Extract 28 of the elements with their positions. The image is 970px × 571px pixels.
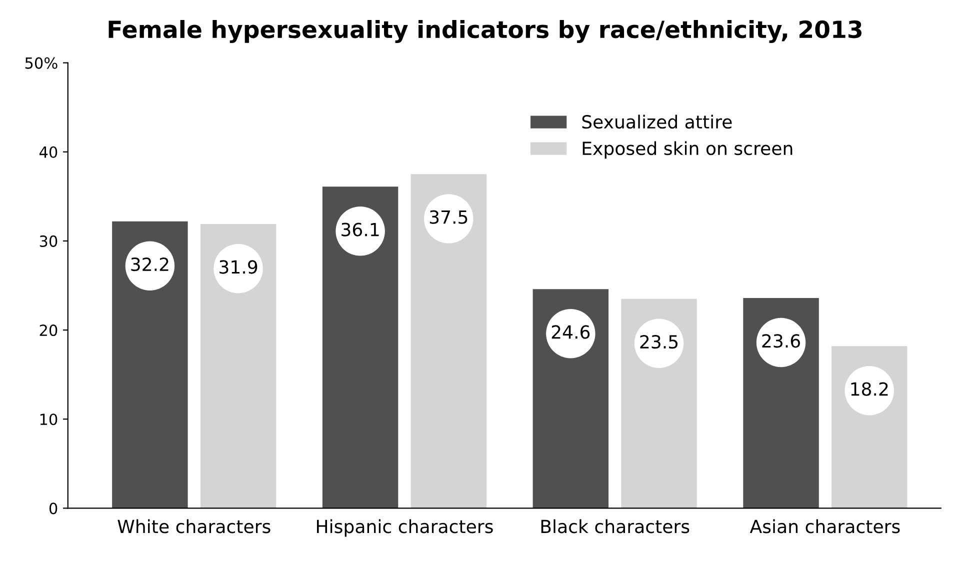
- y-tick-label: 30: [40, 235, 58, 247]
- x-tick-label: Black characters: [541, 519, 690, 534]
- data-label: 32.2: [131, 257, 168, 272]
- y-tick-label: 50%: [25, 57, 58, 69]
- x-tick-label: Asian characters: [750, 519, 900, 534]
- data-label: 23.6: [762, 334, 800, 348]
- data-label: 18.2: [851, 382, 888, 396]
- bar: [532, 289, 609, 508]
- data-label: 24.6: [552, 325, 590, 339]
- chart-title: Female hypersexuality indicators by race/ethnicity, 2013: [108, 20, 862, 44]
- data-label: 23.5: [640, 334, 678, 349]
- y-tick-label: 40: [39, 146, 58, 158]
- bar: [743, 298, 819, 508]
- data-label: 31.9: [220, 260, 258, 274]
- x-tick-label: Hispanic characters: [316, 519, 493, 537]
- legend-label: Exposed skin on screen: [582, 141, 792, 159]
- bar: [200, 224, 276, 508]
- y-tick-label: 0: [49, 502, 58, 514]
- legend-label: Sexualized attire: [582, 114, 732, 129]
- y-tick-label: 10: [40, 414, 58, 426]
- data-label: 36.1: [342, 222, 379, 236]
- bar: [410, 174, 487, 508]
- bar: [621, 298, 697, 508]
- data-label: 37.5: [430, 210, 468, 224]
- x-tick-label: White characters: [118, 519, 270, 534]
- y-tick-label: 20: [40, 324, 58, 336]
- bar: [322, 186, 398, 508]
- bar: [112, 221, 188, 508]
